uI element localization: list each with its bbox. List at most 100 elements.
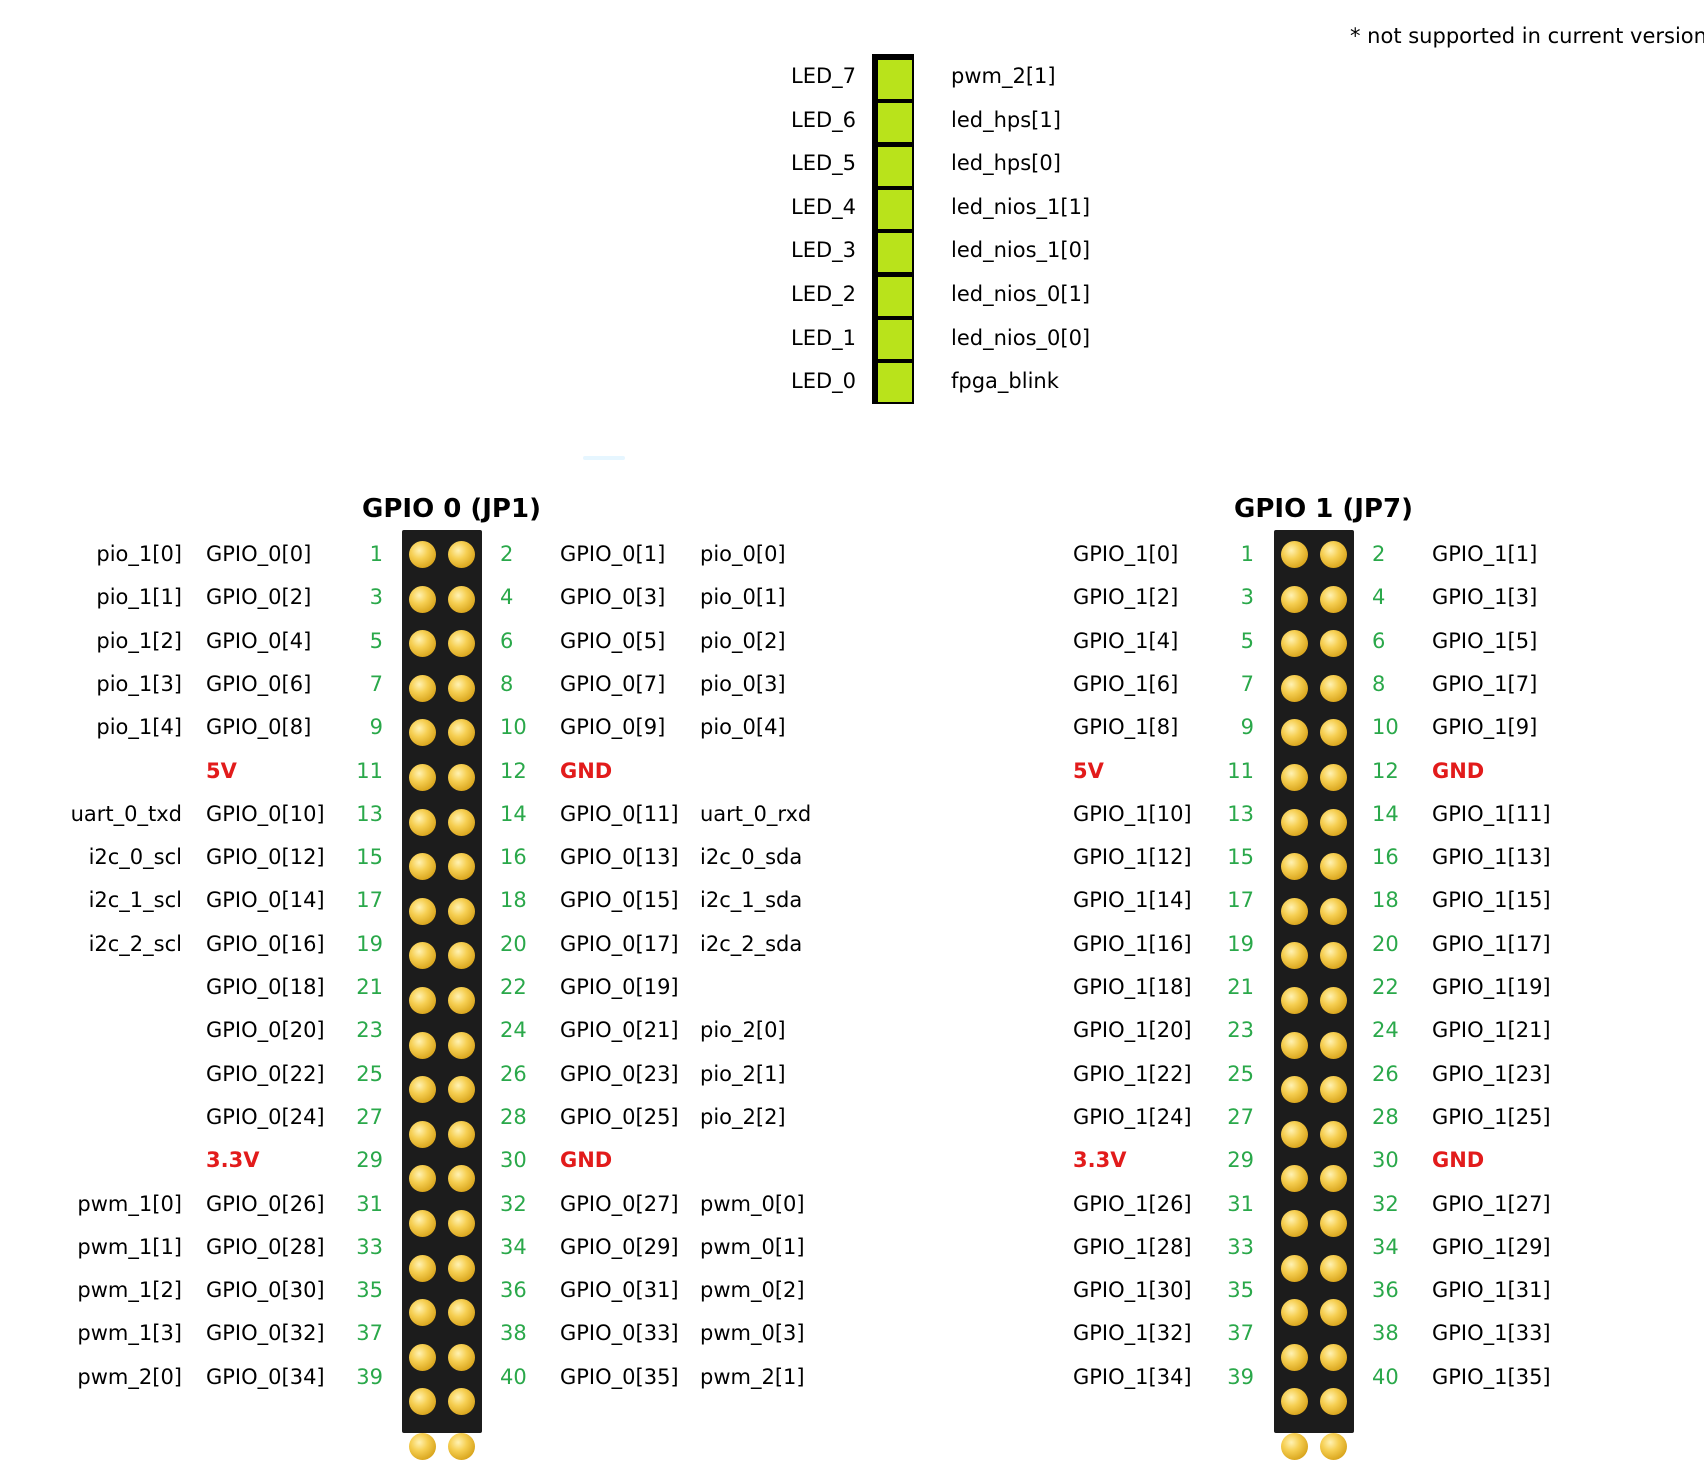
header-pin bbox=[1281, 585, 1308, 613]
gpio0-left-pin-number: 21 bbox=[356, 975, 383, 999]
gpio0-left-function: pwm_1[1] bbox=[77, 1234, 182, 1259]
header-pin bbox=[448, 541, 475, 568]
gpio0-left-pin-number: 13 bbox=[356, 801, 383, 826]
gpio0-right-signal: GPIO_0[27] bbox=[560, 1191, 679, 1216]
led-signal: led_hps[0] bbox=[951, 151, 1061, 176]
header-pin bbox=[409, 1254, 436, 1282]
gpio0-right-signal: GPIO_0[13] bbox=[560, 845, 679, 870]
gpio0-right-signal: GPIO_0[31] bbox=[560, 1278, 679, 1303]
gpio0-left-signal: GPIO_0[26] bbox=[206, 1191, 325, 1216]
gpio1-left-signal: GPIO_1[22] bbox=[1073, 1061, 1192, 1086]
gpio1-left-signal: GPIO_1[28] bbox=[1073, 1234, 1192, 1259]
led-signal: led_nios_1[1] bbox=[951, 194, 1091, 219]
gpio0-left-signal: GPIO_0[22] bbox=[206, 1061, 325, 1086]
gpio1-right-pin-number: 12 bbox=[1372, 758, 1399, 783]
header-pin bbox=[448, 630, 475, 658]
header-pin bbox=[448, 1343, 475, 1371]
header-pin bbox=[1320, 1299, 1347, 1327]
gpio1-right-pin-number: 24 bbox=[1372, 1018, 1399, 1043]
gpio0-right-signal: GPIO_0[23] bbox=[560, 1061, 679, 1086]
led-label: LED_7 bbox=[791, 64, 856, 88]
header-pin bbox=[409, 1299, 436, 1327]
header-pin bbox=[1281, 942, 1308, 970]
gpio0-left-power-label: 5V bbox=[206, 758, 237, 783]
watermark-smudge bbox=[583, 456, 625, 460]
gpio1-left-pin-number: 29 bbox=[1227, 1148, 1254, 1173]
header-pin bbox=[1320, 987, 1347, 1014]
header-pin bbox=[448, 1120, 475, 1148]
gpio1-left-signal: GPIO_1[12] bbox=[1073, 845, 1192, 870]
gpio1-right-signal: GPIO_1[3] bbox=[1432, 585, 1538, 610]
gpio1-left-pin-number: 31 bbox=[1227, 1191, 1254, 1216]
led-indicator bbox=[878, 276, 912, 316]
gpio0-right-function: pwm_0[0] bbox=[700, 1191, 805, 1216]
header-pin bbox=[1281, 719, 1308, 747]
header-pin bbox=[448, 853, 475, 881]
header-pin bbox=[1281, 853, 1308, 881]
gpio0-right-pin-number: 26 bbox=[500, 1061, 527, 1086]
header-pin bbox=[448, 942, 475, 970]
gpio1-right-pin-number: 26 bbox=[1372, 1061, 1399, 1086]
gpio1-right-pin-number: 32 bbox=[1372, 1191, 1399, 1216]
gpio0-left-pin-number: 15 bbox=[356, 845, 383, 870]
gpio0-right-function: pwm_2[1] bbox=[700, 1364, 805, 1389]
gpio0-right-pin-number: 32 bbox=[500, 1191, 527, 1216]
gpio0-right-pin-number: 4 bbox=[500, 585, 514, 610]
gpio0-left-pin-number: 31 bbox=[356, 1191, 383, 1216]
gpio1-left-signal: GPIO_1[24] bbox=[1073, 1104, 1192, 1129]
gpio0-left-pin-number: 1 bbox=[369, 542, 383, 566]
gpio1-right-pin-number: 8 bbox=[1372, 671, 1386, 696]
header-pin bbox=[1320, 1388, 1347, 1416]
gpio0-right-signal: GPIO_0[5] bbox=[560, 628, 666, 653]
gpio0-right-function: pio_0[2] bbox=[700, 628, 786, 653]
gpio0-left-pin-number: 3 bbox=[369, 585, 383, 610]
gpio1-right-signal: GPIO_1[29] bbox=[1432, 1234, 1551, 1259]
gpio0-right-signal: GPIO_0[17] bbox=[560, 931, 679, 956]
gpio0-left-pin-number: 35 bbox=[356, 1278, 383, 1303]
gpio0-right-signal: GPIO_0[3] bbox=[560, 585, 666, 610]
gpio0-left-signal: GPIO_0[30] bbox=[206, 1278, 325, 1303]
header-pin bbox=[409, 808, 436, 836]
gpio0-left-pin-number: 11 bbox=[356, 758, 383, 783]
gpio0-right-function: pio_0[0] bbox=[700, 542, 786, 566]
gpio0-left-signal: GPIO_0[20] bbox=[206, 1018, 325, 1043]
gpio1-right-signal: GPIO_1[19] bbox=[1432, 975, 1551, 999]
gpio0-left-function: pwm_1[3] bbox=[77, 1321, 182, 1346]
led-signal: led_nios_0[0] bbox=[951, 325, 1091, 350]
header-pin bbox=[1320, 1343, 1347, 1371]
gpio1-right-signal: GPIO_1[35] bbox=[1432, 1364, 1551, 1389]
gpio1-left-signal: GPIO_1[4] bbox=[1073, 628, 1179, 653]
header-pin bbox=[448, 987, 475, 1014]
gpio1-left-signal: GPIO_1[14] bbox=[1073, 888, 1192, 913]
header-pin bbox=[409, 1343, 436, 1371]
gpio1-left-pin-number: 1 bbox=[1240, 542, 1254, 566]
gpio0-right-pin-number: 22 bbox=[500, 975, 527, 999]
gpio1-left-pin-number: 25 bbox=[1227, 1061, 1254, 1086]
gpio0-left-signal: GPIO_0[34] bbox=[206, 1364, 325, 1389]
gpio1-right-signal: GPIO_1[23] bbox=[1432, 1061, 1551, 1086]
gpio0-left-function: pio_1[4] bbox=[96, 715, 182, 740]
gpio0-right-pin-number: 8 bbox=[500, 671, 514, 696]
gpio0-left-signal: GPIO_0[10] bbox=[206, 801, 325, 826]
gpio1-right-pin-number: 40 bbox=[1372, 1364, 1399, 1389]
gpio0-left-pin-number: 37 bbox=[356, 1321, 383, 1346]
header-pin bbox=[1320, 630, 1347, 658]
gpio0-header-connector bbox=[402, 530, 482, 1460]
header-pin bbox=[409, 719, 436, 747]
gpio1-header-connector bbox=[1274, 530, 1354, 1460]
gpio0-left-signal: GPIO_0[0] bbox=[206, 542, 312, 566]
gpio0-left-pin-number: 9 bbox=[369, 715, 383, 740]
header-pin bbox=[448, 585, 475, 613]
gpio0-right-pin-number: 2 bbox=[500, 542, 514, 566]
gpio1-title: GPIO 1 (JP7) bbox=[1234, 494, 1413, 524]
header-pin bbox=[1320, 808, 1347, 836]
header-pin bbox=[448, 764, 475, 791]
header-pin bbox=[1320, 1433, 1347, 1460]
gpio0-right-pin-number: 18 bbox=[500, 888, 527, 913]
led-signal: led_nios_1[0] bbox=[951, 238, 1091, 263]
gpio0-right-function: pio_2[2] bbox=[700, 1104, 786, 1129]
gpio1-right-pin-number: 10 bbox=[1372, 715, 1399, 740]
gpio0-right-signal: GPIO_0[9] bbox=[560, 715, 666, 740]
gpio1-right-pin-number: 22 bbox=[1372, 975, 1399, 999]
header-pin bbox=[1320, 1076, 1347, 1104]
